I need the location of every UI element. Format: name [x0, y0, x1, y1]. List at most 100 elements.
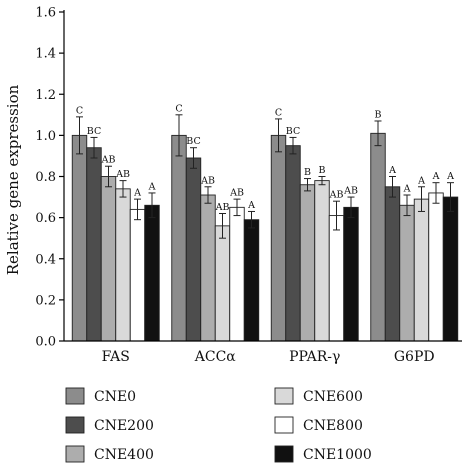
- bar-cne200-1: [185, 157, 202, 342]
- legend-item-cne400: CNE400: [65, 445, 154, 463]
- legend-swatch: [274, 416, 294, 434]
- y-tick-label: 0.4: [35, 252, 56, 267]
- legend-item-cne1000: CNE1000: [274, 445, 372, 463]
- y-tick-label: 0.8: [35, 170, 56, 185]
- error-bar: [233, 198, 241, 217]
- significance-label: B: [319, 165, 326, 176]
- error-bar: [403, 194, 411, 217]
- error-bar: [134, 198, 141, 221]
- error-bar: [119, 180, 127, 198]
- bar-cne0-1: [171, 134, 187, 342]
- y-tick-label: 1.0: [35, 129, 56, 144]
- error-bar: [318, 176, 326, 186]
- significance-label: AB: [215, 202, 230, 213]
- error-bar: [432, 182, 440, 204]
- x-tick-label: G6PD: [394, 349, 435, 365]
- error-bar: [347, 196, 355, 219]
- significance-label: AB: [200, 175, 215, 186]
- error-bar: [204, 186, 212, 204]
- bar-cne600-3: [413, 198, 430, 342]
- error-bar: [389, 176, 396, 198]
- error-bar: [105, 165, 112, 188]
- legend-swatch: [65, 445, 85, 463]
- legend-label: CNE400: [94, 447, 154, 463]
- y-tick-label: 0.0: [35, 335, 56, 350]
- significance-label: BC: [186, 136, 200, 147]
- bar-cne1000-0: [144, 204, 160, 342]
- bar-cne400-0: [100, 176, 117, 342]
- x-axis: FAS ACCα PPAR-γ G6PD: [64, 340, 462, 365]
- y-tick-label: 1.6: [35, 6, 56, 21]
- bar-cne0-3: [370, 132, 386, 342]
- bar-cne600-0: [115, 188, 131, 342]
- bar-cne1000-3: [442, 196, 459, 342]
- significance-label: AB: [101, 155, 116, 166]
- y-tick-label: 1.4: [35, 47, 56, 62]
- significance-label: BC: [286, 126, 300, 137]
- y-axis: 0.0 0.2 0.4 0.6 0.8 1.0 1.2 1.4 1.6: [35, 6, 65, 350]
- bar-cne400-1: [200, 194, 216, 342]
- significance-label: A: [432, 171, 440, 182]
- significance-label: AB: [329, 190, 344, 201]
- bar-cne600-2: [314, 180, 330, 342]
- significance-label: AB: [115, 169, 130, 180]
- significance-label: A: [417, 175, 425, 186]
- significance-label: BC: [87, 126, 101, 137]
- bar-cne800-2: [328, 215, 345, 342]
- legend-label: CNE200: [94, 418, 154, 434]
- bar-cne0-2: [270, 134, 287, 342]
- significance-label: A: [388, 165, 396, 176]
- x-tick-label: ACCα: [194, 349, 237, 365]
- significance-label: C: [76, 105, 83, 116]
- legend-swatch: [65, 416, 85, 434]
- error-bar: [275, 118, 282, 153]
- error-bar: [447, 182, 454, 212]
- y-axis-label: Relative gene expression: [4, 84, 22, 275]
- significance-label: B: [304, 167, 311, 178]
- error-bar: [248, 210, 255, 229]
- x-tick-label: FAS: [102, 349, 130, 365]
- error-bar: [76, 116, 83, 155]
- significance-label: A: [133, 188, 141, 199]
- y-tick-label: 1.2: [35, 88, 56, 103]
- legend-label: CNE800: [303, 418, 363, 434]
- legend: CNE0 CNE200 CNE400 CNE600 CNE800 CNE1000: [65, 387, 372, 463]
- significance-label: A: [446, 171, 454, 182]
- bar-cne800-0: [129, 208, 146, 342]
- error-bar: [418, 186, 425, 212]
- error-bar: [304, 178, 311, 192]
- bar-cne400-2: [299, 184, 316, 342]
- significance-label: C: [275, 107, 282, 118]
- bar-cne200-0: [86, 147, 102, 342]
- significance-label: C: [175, 103, 182, 114]
- bar-cne200-2: [285, 145, 301, 342]
- error-bar: [175, 114, 183, 157]
- bar-cne400-3: [399, 204, 415, 342]
- bar-cne200-3: [384, 186, 401, 342]
- significance-label: B: [375, 109, 382, 120]
- error-bar: [333, 200, 340, 231]
- significance-label: A: [403, 184, 411, 195]
- x-tick-label: PPAR-γ: [289, 349, 340, 365]
- bar-cne1000-2: [343, 206, 359, 342]
- bar-cne600-1: [214, 225, 231, 342]
- bar-cne800-1: [229, 206, 245, 342]
- significance-label: A: [247, 200, 255, 211]
- legend-label: CNE600: [303, 389, 363, 405]
- legend-item-cne800: CNE800: [274, 416, 363, 434]
- significance-label: AB: [343, 186, 358, 197]
- error-bar: [90, 136, 98, 159]
- error-bar: [374, 120, 382, 147]
- bar-cne1000-1: [243, 219, 260, 342]
- legend-label: CNE1000: [303, 447, 372, 463]
- bar-cne800-3: [428, 192, 444, 342]
- legend-item-cne0: CNE0: [65, 387, 136, 405]
- error-bar: [148, 192, 156, 219]
- bar-cne0-0: [71, 134, 88, 342]
- legend-item-cne600: CNE600: [274, 387, 363, 405]
- significance-label: A: [148, 181, 156, 192]
- legend-label: CNE0: [94, 389, 136, 405]
- error-bar: [190, 147, 197, 169]
